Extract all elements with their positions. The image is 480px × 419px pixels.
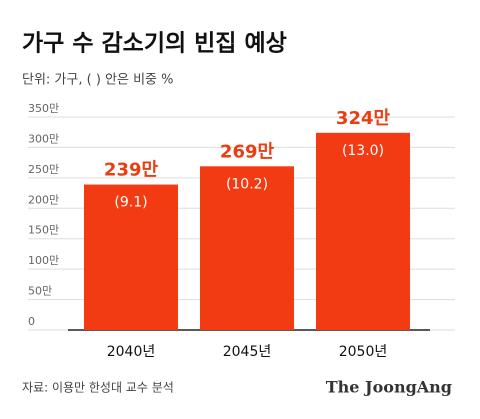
source: 자료: 이용만 한성대 교수 분석: [22, 381, 174, 395]
x-tick-label: 2040년: [107, 344, 156, 360]
x-tick-label: 2050년: [339, 344, 388, 360]
bar: [200, 166, 294, 330]
value-label: 324만: [336, 108, 391, 129]
y-tick-label: 350만: [28, 102, 59, 115]
value-label: 269만: [220, 141, 275, 162]
chart-title: 가구 수 감소기의 빈집 예상: [22, 31, 287, 57]
y-tick-label: 300만: [28, 132, 59, 145]
share-label: (9.1): [114, 195, 147, 211]
logo: The JoongAng: [326, 378, 452, 397]
y-tick-label: 200만: [28, 193, 59, 206]
y-tick-label: 250만: [28, 163, 59, 176]
x-tick-label: 2045년: [223, 344, 272, 360]
chart-subtitle: 단위: 가구, ( ) 안은 비중 %: [22, 73, 173, 88]
y-tick-label: 50만: [28, 285, 52, 298]
share-label: (13.0): [342, 143, 384, 159]
y-tick-label: 150만: [28, 224, 59, 237]
y-tick-label: 100만: [28, 254, 59, 267]
y-tick-label: 0: [28, 315, 35, 328]
bar: [316, 132, 410, 330]
value-label: 239만: [104, 160, 159, 181]
share-label: (10.2): [226, 176, 268, 192]
bar: [84, 184, 178, 330]
